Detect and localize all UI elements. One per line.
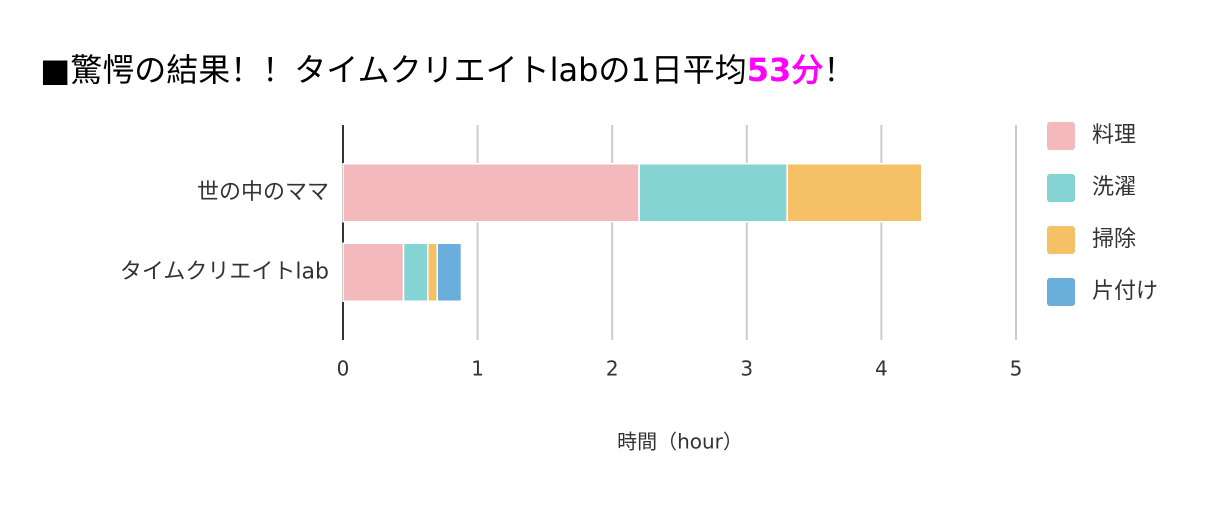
legend-swatch bbox=[1047, 226, 1075, 254]
title-suffix: ！ bbox=[823, 51, 855, 89]
bar-segment bbox=[342, 163, 640, 223]
bar-segment bbox=[638, 163, 788, 223]
x-tick-label: 5 bbox=[1010, 357, 1023, 381]
chart-title: ■驚愕の結果！！タイムクリエイトlabの1日平均53分！ bbox=[40, 51, 855, 89]
x-tick-label: 0 bbox=[337, 357, 350, 381]
x-tick-label: 3 bbox=[740, 357, 753, 381]
bar-segment bbox=[436, 242, 463, 302]
legend-label: 料理 bbox=[1092, 123, 1136, 148]
legend-label: 片付け bbox=[1092, 279, 1158, 304]
legend-label: 洗濯 bbox=[1092, 175, 1136, 200]
y-tick-label: タイムクリエイトlab bbox=[120, 259, 329, 284]
legend-swatch bbox=[1047, 278, 1075, 306]
x-axis-label: 時間（hour） bbox=[617, 430, 743, 454]
title-text: ■驚愕の結果！！タイムクリエイトlabの1日平均 bbox=[40, 51, 747, 89]
x-tick-label: 4 bbox=[875, 357, 888, 381]
x-tick-label: 2 bbox=[606, 357, 619, 381]
bar-segment bbox=[402, 242, 429, 302]
legend-swatch bbox=[1047, 174, 1075, 202]
bar-segment bbox=[342, 242, 405, 302]
bar-segment bbox=[786, 163, 923, 223]
bar-segment bbox=[427, 242, 438, 302]
x-tick-label: 1 bbox=[471, 357, 484, 381]
title-highlight: 53分 bbox=[747, 51, 824, 89]
legend-label: 掃除 bbox=[1092, 227, 1136, 252]
y-tick-label: 世の中のママ bbox=[197, 180, 329, 205]
legend-swatch bbox=[1047, 122, 1075, 150]
